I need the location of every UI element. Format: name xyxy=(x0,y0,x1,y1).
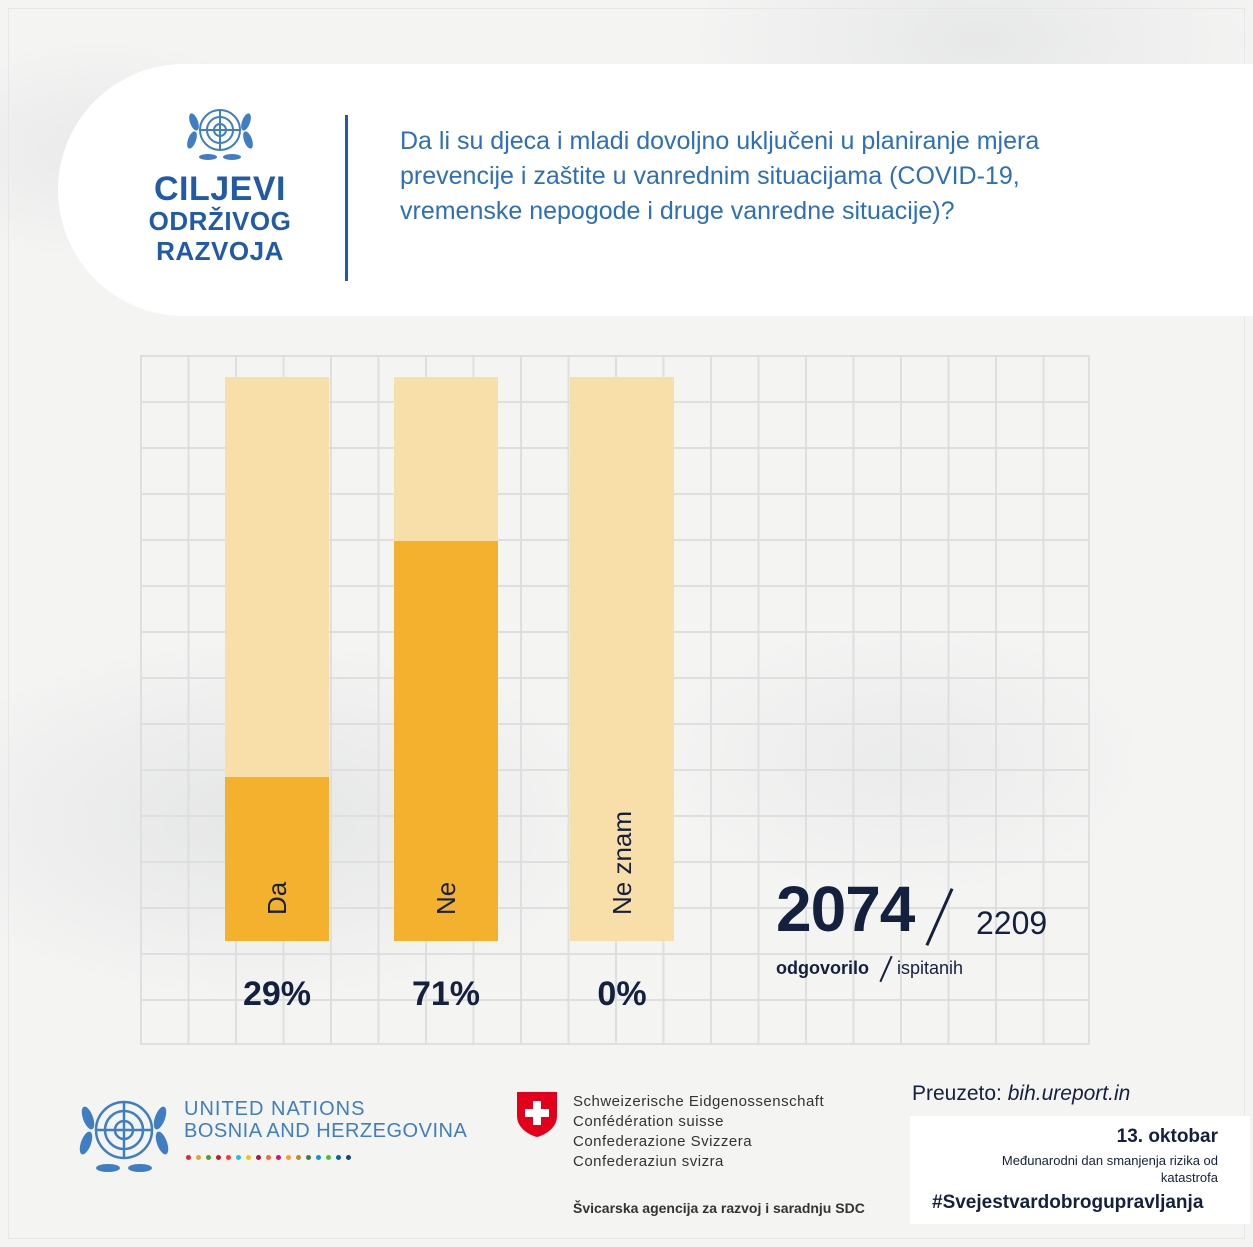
source: Preuzeto: bih.ureport.in xyxy=(912,1082,1130,1106)
swiss-shield-icon xyxy=(517,1092,557,1137)
hashtag[interactable]: #Svejestvardobrogupravljanja xyxy=(932,1192,1204,1213)
bar-track: Ne xyxy=(394,377,498,941)
bar-track: Da xyxy=(225,377,329,941)
frame xyxy=(8,8,1245,1239)
answered-label: odgovorilo xyxy=(776,958,869,978)
bar-value-label: 29% xyxy=(242,975,312,1013)
header-divider xyxy=(345,115,348,281)
bar-ne xyxy=(394,540,498,941)
sdg-logo: CILJEVI ODRŽIVOG RAZVOJA xyxy=(140,100,300,270)
un-emblem-icon xyxy=(187,109,253,160)
swiss-agency: Švicarska agencija za razvoj i saradnju … xyxy=(573,1200,865,1216)
un-emblem-icon xyxy=(79,1100,169,1172)
swiss-line-4: Confederaziun svizra xyxy=(573,1153,724,1170)
sdg-logo-line-2: ODRŽIVOG xyxy=(148,206,292,236)
swiss-line-1: Schweizerische Eidgenossenschaft xyxy=(573,1093,825,1110)
bar-category-label: Ne znam xyxy=(606,810,637,915)
swiss-line-2: Confédération suisse xyxy=(573,1113,724,1130)
date-box: 13. oktobar Međunarodni dan smanjenja ri… xyxy=(910,1116,1250,1224)
bar-category-label: Da xyxy=(261,881,292,915)
bar-value-label: 71% xyxy=(411,975,481,1013)
survey-question: Da li su djeca i mladi dovoljno uključen… xyxy=(400,127,1040,225)
un-subtitle: BOSNIA AND HERZEGOVINA xyxy=(184,1120,468,1142)
event-date: 13. oktobar xyxy=(1116,1126,1218,1147)
sdg-logo-line-3: RAZVOJA xyxy=(156,236,284,266)
answered-count: 2074 xyxy=(776,873,915,945)
swiss-line-3: Confederazione Svizzera xyxy=(573,1133,753,1150)
sdg-color-dots xyxy=(186,1155,351,1160)
bar-category-label: Ne xyxy=(430,881,461,915)
header-card xyxy=(58,64,1253,316)
source-url[interactable]: bih.ureport.in xyxy=(1007,1082,1131,1105)
bar-da xyxy=(225,777,329,941)
total-count: 2209 xyxy=(976,905,1048,941)
bar-value-label: 0% xyxy=(597,975,647,1013)
bar-track: Ne znam xyxy=(570,377,674,941)
event-description: Međunarodni dan smanjenja rizika od kata… xyxy=(1001,1153,1218,1185)
un-title: UNITED NATIONS xyxy=(184,1098,366,1120)
total-label: ispitanih xyxy=(897,958,964,978)
swiss-confederation-names: Schweizerische Eidgenossenschaft Confédé… xyxy=(573,1092,824,1172)
source-prefix: Preuzeto: xyxy=(912,1082,1002,1105)
sdg-logo-line-1: CILJEVI xyxy=(154,170,286,208)
